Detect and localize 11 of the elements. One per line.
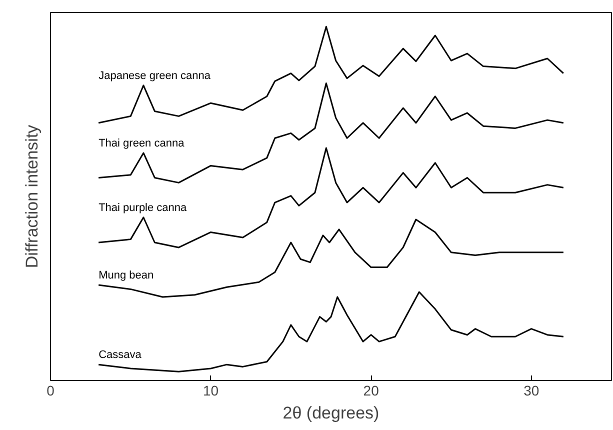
x-tick-label: 20 (363, 382, 380, 398)
x-tick-label: 0 (46, 382, 55, 398)
series-label: Japanese green canna (98, 70, 212, 82)
series-label: Thai purple canna (98, 202, 188, 214)
x-tick-label: 10 (203, 382, 219, 398)
y-axis-title: Diffraction intensity (22, 124, 42, 268)
x-tick-label: 30 (524, 382, 540, 398)
series-label: Mung bean (98, 269, 154, 282)
series-label: Cassava (98, 349, 142, 362)
x-axis-title: 2θ (degrees) (282, 404, 380, 422)
series-label: Thai green canna (98, 137, 186, 150)
